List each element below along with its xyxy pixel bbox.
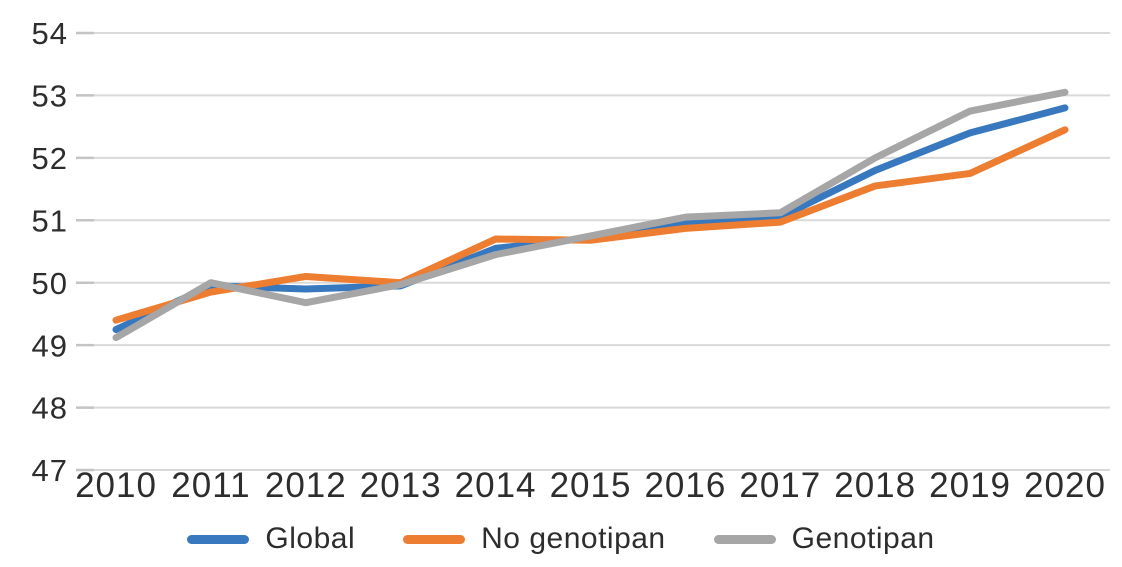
legend-item-no-genotipan: No genotipan [403, 522, 665, 556]
series-line-genotipan [112, 88, 1069, 342]
y-axis-tick-label: 52 [32, 141, 68, 176]
x-axis-tick-label: 2017 [739, 466, 821, 505]
y-axis-tick-label: 51 [32, 203, 68, 238]
y-axis-tick-label: 54 [32, 16, 68, 51]
legend-label-genotipan: Genotipan [791, 522, 935, 555]
y-axis-tick-label: 47 [32, 453, 68, 488]
series-line-no-genotipan [112, 126, 1069, 324]
legend-swatch-global [187, 534, 250, 544]
legend-item-global: Global [187, 522, 355, 556]
x-axis-tick-label: 2014 [455, 466, 537, 505]
y-axis-tick-label: 49 [32, 328, 68, 363]
y-axis-tick-label: 50 [32, 266, 68, 301]
series-line-global [112, 104, 1069, 334]
legend-swatch-genotipan [713, 534, 776, 544]
x-axis-tick-label: 2019 [929, 466, 1011, 505]
y-axis-tick-label: 53 [32, 79, 68, 114]
y-axis-tick-label: 48 [32, 391, 68, 426]
x-axis-tick-label: 2012 [265, 466, 347, 505]
x-axis-tick-label: 2013 [360, 466, 442, 505]
x-axis-tick-label: 2010 [75, 466, 157, 505]
legend-label-global: Global [265, 522, 356, 555]
legend-label-no-genotipan: No genotipan [481, 522, 666, 555]
x-axis-tick-label: 2020 [1024, 466, 1106, 505]
legend-item-genotipan: Genotipan [713, 522, 935, 556]
x-axis-tick-label: 2011 [171, 466, 250, 505]
x-axis-tick-label: 2015 [550, 466, 632, 505]
chart-legend: Global No genotipan Genotipan [0, 522, 1122, 556]
x-axis-tick-label: 2018 [834, 466, 916, 505]
legend-swatch-no-genotipan [403, 534, 466, 544]
x-axis-tick-label: 2016 [644, 466, 726, 505]
